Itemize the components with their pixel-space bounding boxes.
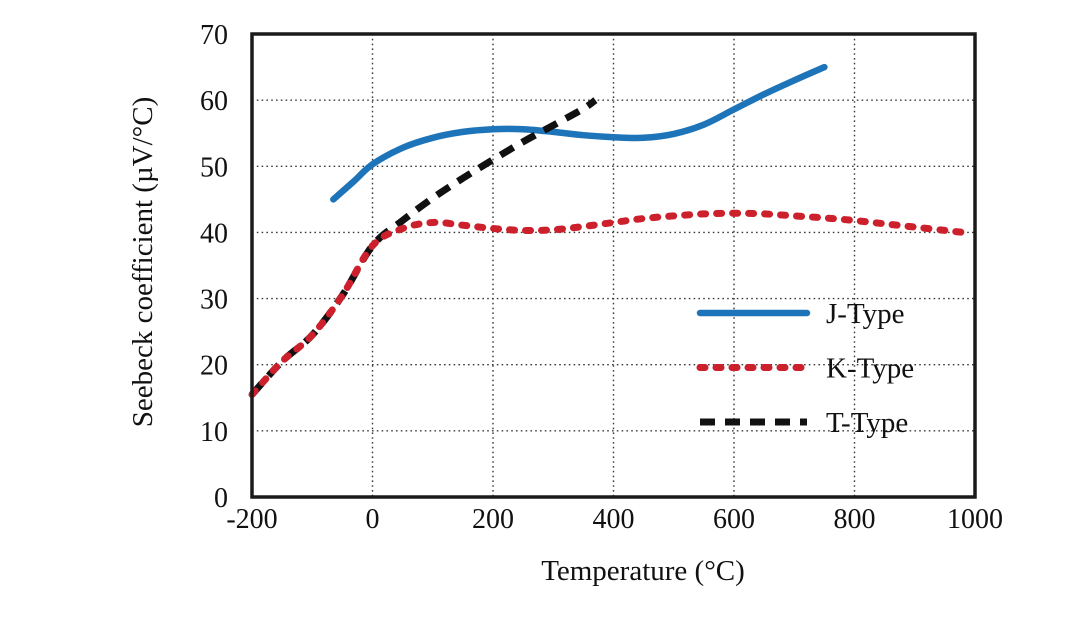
- legend-label-j-type: J-Type: [826, 298, 905, 330]
- curve-j-type: [330, 63, 828, 203]
- curve-t-type: [249, 97, 598, 397]
- y-tick-label-70: 70: [200, 20, 228, 51]
- y-tick-label-50: 50: [200, 152, 228, 183]
- y-tick-label-40: 40: [200, 218, 228, 249]
- legend-label-k-type: K-Type: [826, 353, 914, 385]
- legend: J-Type K-Type T-Type: [696, 298, 914, 439]
- y-tick-label-20: 20: [200, 351, 228, 382]
- legend-label-t-type: T-Type: [826, 407, 908, 439]
- plot-frame: [250, 32, 977, 499]
- x-axis-title: Temperature (°C): [541, 555, 745, 587]
- x-tick-label--200: -200: [226, 504, 277, 535]
- y-tick-label-0: 0: [214, 483, 228, 514]
- y-axis-title: Seebeck coefficient (µV/°C): [127, 97, 159, 428]
- x-tick-label-400: 400: [593, 504, 635, 535]
- y-tick-label-30: 30: [200, 285, 228, 316]
- x-tick-label-1000: 1000: [947, 504, 1003, 535]
- x-tick-label-600: 600: [713, 504, 755, 535]
- curve-k-type: [248, 209, 967, 398]
- x-tick-label-200: 200: [472, 504, 514, 535]
- x-tick-label-0: 0: [366, 504, 380, 535]
- series-curves: [248, 63, 967, 398]
- y-tick-label-60: 60: [200, 86, 228, 117]
- x-tick-label-800: 800: [834, 504, 876, 535]
- y-tick-label-10: 10: [200, 417, 228, 448]
